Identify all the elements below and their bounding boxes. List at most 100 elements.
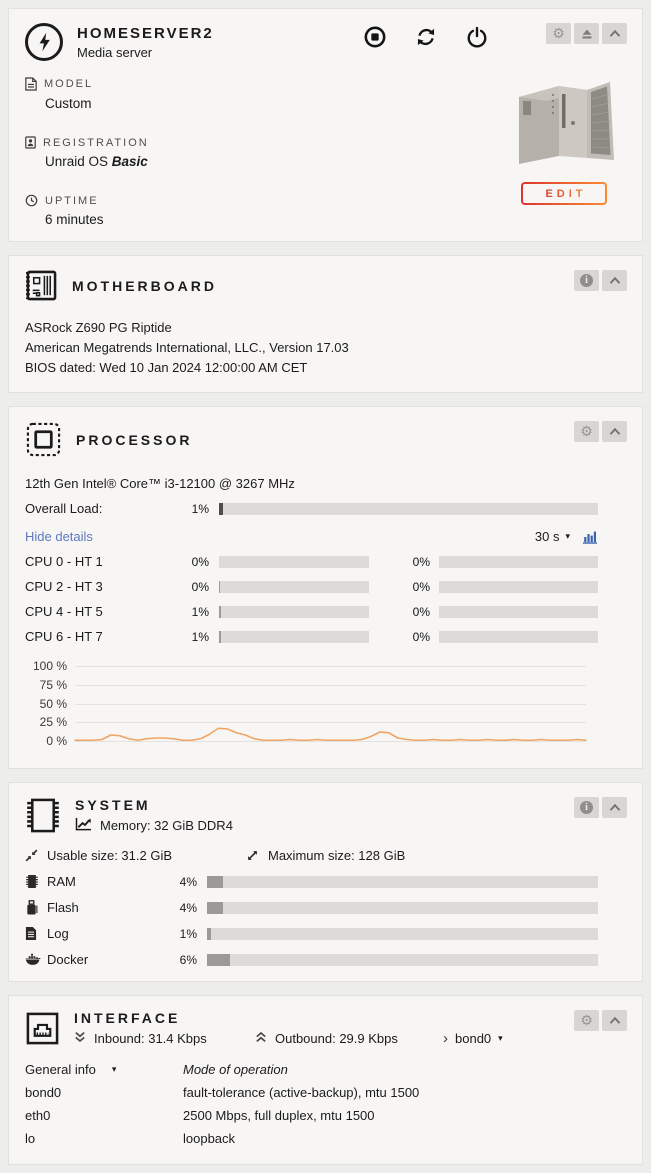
maximum-size: Maximum size: 128 GiB xyxy=(268,848,406,863)
power-icon[interactable] xyxy=(466,26,488,48)
dropdown-arrow-icon: ▾ xyxy=(565,531,570,541)
resource-row-flash: Flash 4% xyxy=(25,900,598,915)
info-icon: i xyxy=(580,274,593,287)
motherboard-bios-date: BIOS dated: Wed 10 Jan 2024 12:00:00 AM … xyxy=(25,360,308,375)
stop-icon[interactable] xyxy=(364,26,386,48)
usable-size: Usable size: 31.2 GiB xyxy=(47,848,173,863)
gear-icon: ⚙ xyxy=(580,1012,593,1029)
inbound-icon xyxy=(74,1031,86,1046)
cpu-load-line xyxy=(74,727,587,742)
chevron-up-icon xyxy=(609,276,621,285)
overall-load-label: Overall Load: xyxy=(25,501,103,516)
motherboard-model: ASRock Z690 PG Riptide xyxy=(25,320,172,335)
gear-icon: ⚙ xyxy=(552,25,565,42)
interface-panel: INTERFACE Inbound: 31.4 Kbps Outbound: 2… xyxy=(8,995,643,1165)
mode-of-operation-header: Mode of operation xyxy=(183,1062,288,1077)
cpu-model-name: 12th Gen Intel® Core™ i3-12100 @ 3267 MH… xyxy=(25,476,295,491)
interface-table-header: General info ▾ Mode of operation xyxy=(25,1058,626,1081)
ytick-0: 0 % xyxy=(46,734,67,748)
motherboard-title: MOTHERBOARD xyxy=(72,277,217,294)
motherboard-panel: MOTHERBOARD i ASRock Z690 PG Riptide Ame… xyxy=(8,255,643,393)
system-title: SYSTEM xyxy=(75,797,151,813)
motherboard-icon xyxy=(25,270,58,301)
motherboard-bios-vendor: American Megatrends International, LLC.,… xyxy=(25,340,349,355)
edit-button[interactable]: EDIT xyxy=(521,182,607,205)
histogram-icon[interactable] xyxy=(582,529,598,544)
info-icon: i xyxy=(580,801,593,814)
outbound-icon xyxy=(255,1031,267,1046)
interface-settings-button[interactable]: ⚙ xyxy=(574,1010,599,1031)
chevron-up-icon xyxy=(609,29,621,38)
server-name: HOMESERVER2 xyxy=(77,25,214,42)
interface-row-bond0: bond0 fault-tolerance (active-backup), m… xyxy=(25,1085,420,1100)
ytick-50: 50 % xyxy=(39,696,67,711)
clock-icon xyxy=(25,194,38,207)
interface-table: General info ▾ Mode of operation bond0 f… xyxy=(25,1058,626,1150)
server-collapse-button[interactable] xyxy=(602,23,627,44)
ytick-100: 100 % xyxy=(32,659,67,673)
hide-details-link[interactable]: Hide details xyxy=(25,529,93,544)
server-description: Media server xyxy=(77,45,153,60)
log-file-icon xyxy=(25,926,47,941)
ram-icon xyxy=(25,874,47,889)
outbound-stat: Outbound: 29.9 Kbps xyxy=(275,1031,398,1046)
resource-row-log: Log 1% xyxy=(25,926,598,941)
chevron-right-icon: › xyxy=(443,1030,448,1047)
interface-row-eth0: eth0 2500 Mbps, full duplex, mtu 1500 xyxy=(25,1108,375,1123)
core-row: CPU 2 - HT 3 0% 0% xyxy=(25,579,598,594)
chevron-up-icon xyxy=(609,1016,621,1025)
line-chart-icon xyxy=(75,817,92,834)
interval-select[interactable]: 30 s ▾ xyxy=(534,529,570,544)
overall-load-percent: 1% xyxy=(191,501,209,516)
system-info-button[interactable]: i xyxy=(574,797,599,818)
server-settings-button[interactable]: ⚙ xyxy=(546,23,571,44)
compress-icon xyxy=(25,849,38,862)
core-row: CPU 0 - HT 1 0% 0% xyxy=(25,554,598,569)
server-eject-button[interactable] xyxy=(574,23,599,44)
expand-icon xyxy=(246,849,259,862)
motherboard-collapse-button[interactable] xyxy=(602,270,627,291)
id-card-icon xyxy=(25,136,36,149)
cpu-load-chart: 100 % 75 % 50 % 25 % 0 % xyxy=(25,659,598,754)
interface-row-lo: lo loopback xyxy=(25,1131,236,1146)
processor-collapse-button[interactable] xyxy=(602,421,627,442)
ethernet-port-icon xyxy=(25,1011,60,1046)
server-logo-bolt-icon xyxy=(25,23,63,61)
registration-value: Unraid OS Basic xyxy=(45,154,148,169)
document-icon xyxy=(25,77,37,91)
port-selector[interactable]: › bond0 ▾ xyxy=(443,1031,503,1046)
usb-flash-icon xyxy=(25,900,47,915)
motherboard-info-button[interactable]: i xyxy=(574,270,599,291)
inbound-stat: Inbound: 31.4 Kbps xyxy=(94,1031,207,1046)
interface-collapse-button[interactable] xyxy=(602,1010,627,1031)
memory-summary: Memory: 32 GiB DDR4 xyxy=(100,818,233,833)
uptime-label: UPTIME xyxy=(45,194,99,207)
registration-tier: Basic xyxy=(111,154,148,169)
resource-row-ram: RAM 4% xyxy=(25,874,598,889)
dropdown-arrow-icon: ▾ xyxy=(111,1064,117,1074)
system-collapse-button[interactable] xyxy=(602,797,627,818)
ytick-25: 25 % xyxy=(39,715,67,730)
model-field: MODEL Custom xyxy=(25,77,385,111)
processor-panel: PROCESSOR ⚙ 12th Gen Intel® Core™ i3-121… xyxy=(8,406,643,769)
server-case-image xyxy=(509,77,619,174)
selected-port: bond0 xyxy=(455,1031,492,1046)
core-row: CPU 6 - HT 7 1% 0% xyxy=(25,629,598,644)
cpu-icon xyxy=(25,421,62,458)
interface-title: INTERFACE xyxy=(74,1010,181,1026)
system-panel: SYSTEM Memory: 32 GiB DDR4 i xyxy=(8,782,643,982)
server-panel: HOMESERVER2 Media server xyxy=(8,8,643,242)
resource-row-docker: Docker 6% xyxy=(25,952,598,967)
core-row: CPU 4 - HT 5 1% 0% xyxy=(25,604,598,619)
uptime-value: 6 minutes xyxy=(45,212,104,227)
processor-title: PROCESSOR xyxy=(76,431,193,448)
processor-settings-button[interactable]: ⚙ xyxy=(574,421,599,442)
general-info-select[interactable]: General info ▾ xyxy=(25,1058,183,1081)
registration-label: REGISTRATION xyxy=(43,136,149,149)
eject-icon xyxy=(581,28,593,40)
memory-chip-icon xyxy=(25,797,61,834)
registration-field: REGISTRATION Unraid OS Basic xyxy=(25,136,385,169)
edit-button-label: EDIT xyxy=(541,188,586,200)
reboot-icon[interactable] xyxy=(415,26,437,48)
